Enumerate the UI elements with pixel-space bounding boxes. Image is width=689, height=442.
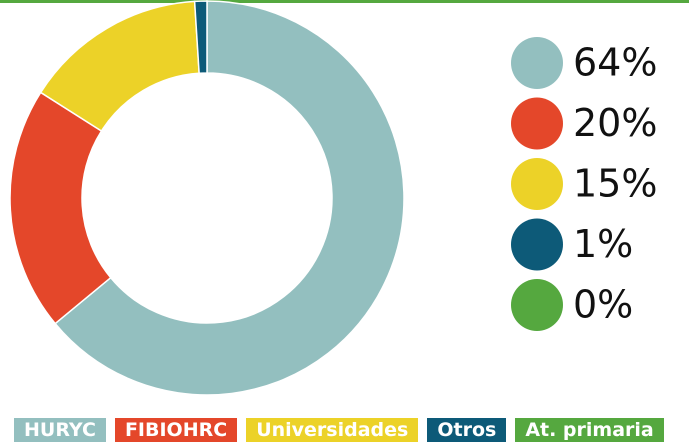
category-label: HURYC xyxy=(14,418,106,442)
category-legend: HURYC FIBIOHRC Universidades Otros At. prima… xyxy=(14,418,664,442)
legend-swatch xyxy=(511,279,563,331)
category-label: At. primaria xyxy=(515,418,664,442)
legend-swatch xyxy=(511,37,563,89)
value-label: 20% xyxy=(573,101,657,145)
top-rule xyxy=(0,0,689,3)
value-label: 15% xyxy=(573,162,657,206)
category-label: FIBIOHRC xyxy=(114,418,238,442)
value-label: 1% xyxy=(573,222,633,266)
category-label: Otros xyxy=(427,418,507,442)
category-label: Universidades xyxy=(246,418,419,442)
slice xyxy=(54,0,405,396)
legend-swatch xyxy=(511,218,563,271)
slice xyxy=(9,91,112,325)
value-label: 64% xyxy=(573,41,657,85)
slice xyxy=(193,0,208,75)
legend-swatch xyxy=(511,158,563,210)
value-label: 0% xyxy=(573,283,633,327)
legend-swatch xyxy=(511,97,563,150)
